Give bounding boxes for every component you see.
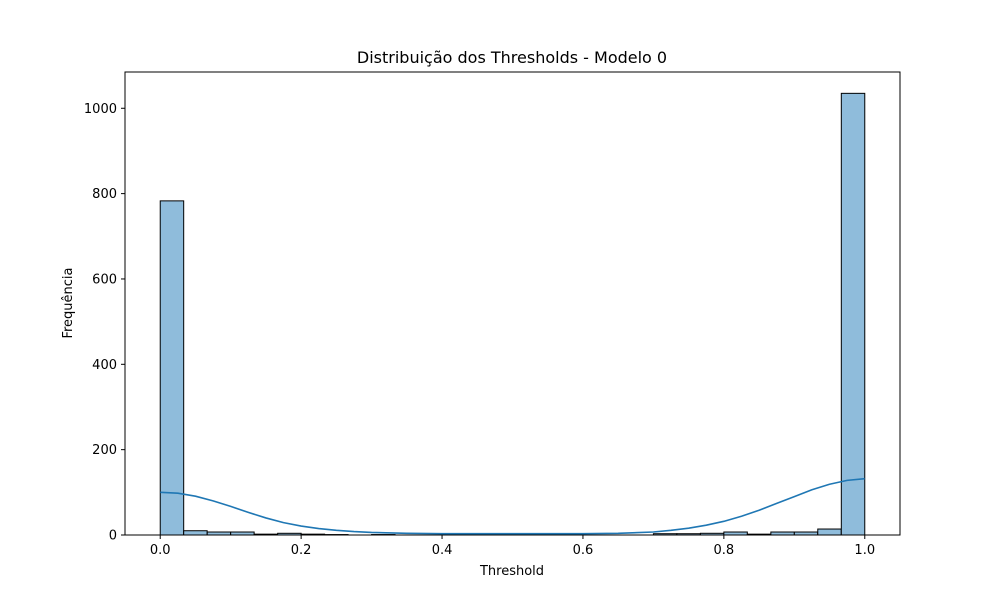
histogram-bar-29: [840, 92, 866, 536]
histogram-bar-0: [159, 200, 185, 536]
y-tick-label-5: 1000: [84, 102, 117, 117]
x-tick-label-2: 0.4: [432, 543, 453, 558]
x-axis-label: Threshold: [479, 564, 544, 579]
axes-layer: [124, 71, 901, 536]
x-tick-label-0: 0.0: [150, 543, 171, 558]
y-tick-label-4: 800: [92, 187, 117, 202]
x-tick-label-5: 1.0: [854, 543, 875, 558]
kde-curve: [160, 477, 865, 535]
y-axis-label: Frequência: [61, 267, 76, 338]
y-tick-label-0: 0: [109, 529, 117, 544]
histogram-bar-1: [183, 530, 208, 536]
y-tick-label-1: 200: [92, 443, 117, 458]
x-tick-label-4: 0.8: [714, 543, 735, 558]
axes-frame: [124, 71, 901, 536]
chart-title: Distribuição dos Thresholds - Modelo 0: [357, 48, 667, 67]
y-tick-label-3: 600: [92, 272, 117, 287]
x-tick-label-3: 0.6: [573, 543, 594, 558]
y-tick-label-2: 400: [92, 358, 117, 373]
ticks-layer: 0.0 0.2 0.4 0.6 0.8 1.0 0 200 400 600 800 1000: [84, 102, 875, 558]
histogram-bar-28: [817, 528, 842, 536]
x-tick-label-1: 0.2: [291, 543, 312, 558]
kde-layer: [160, 477, 865, 535]
bars-layer: [159, 92, 866, 536]
